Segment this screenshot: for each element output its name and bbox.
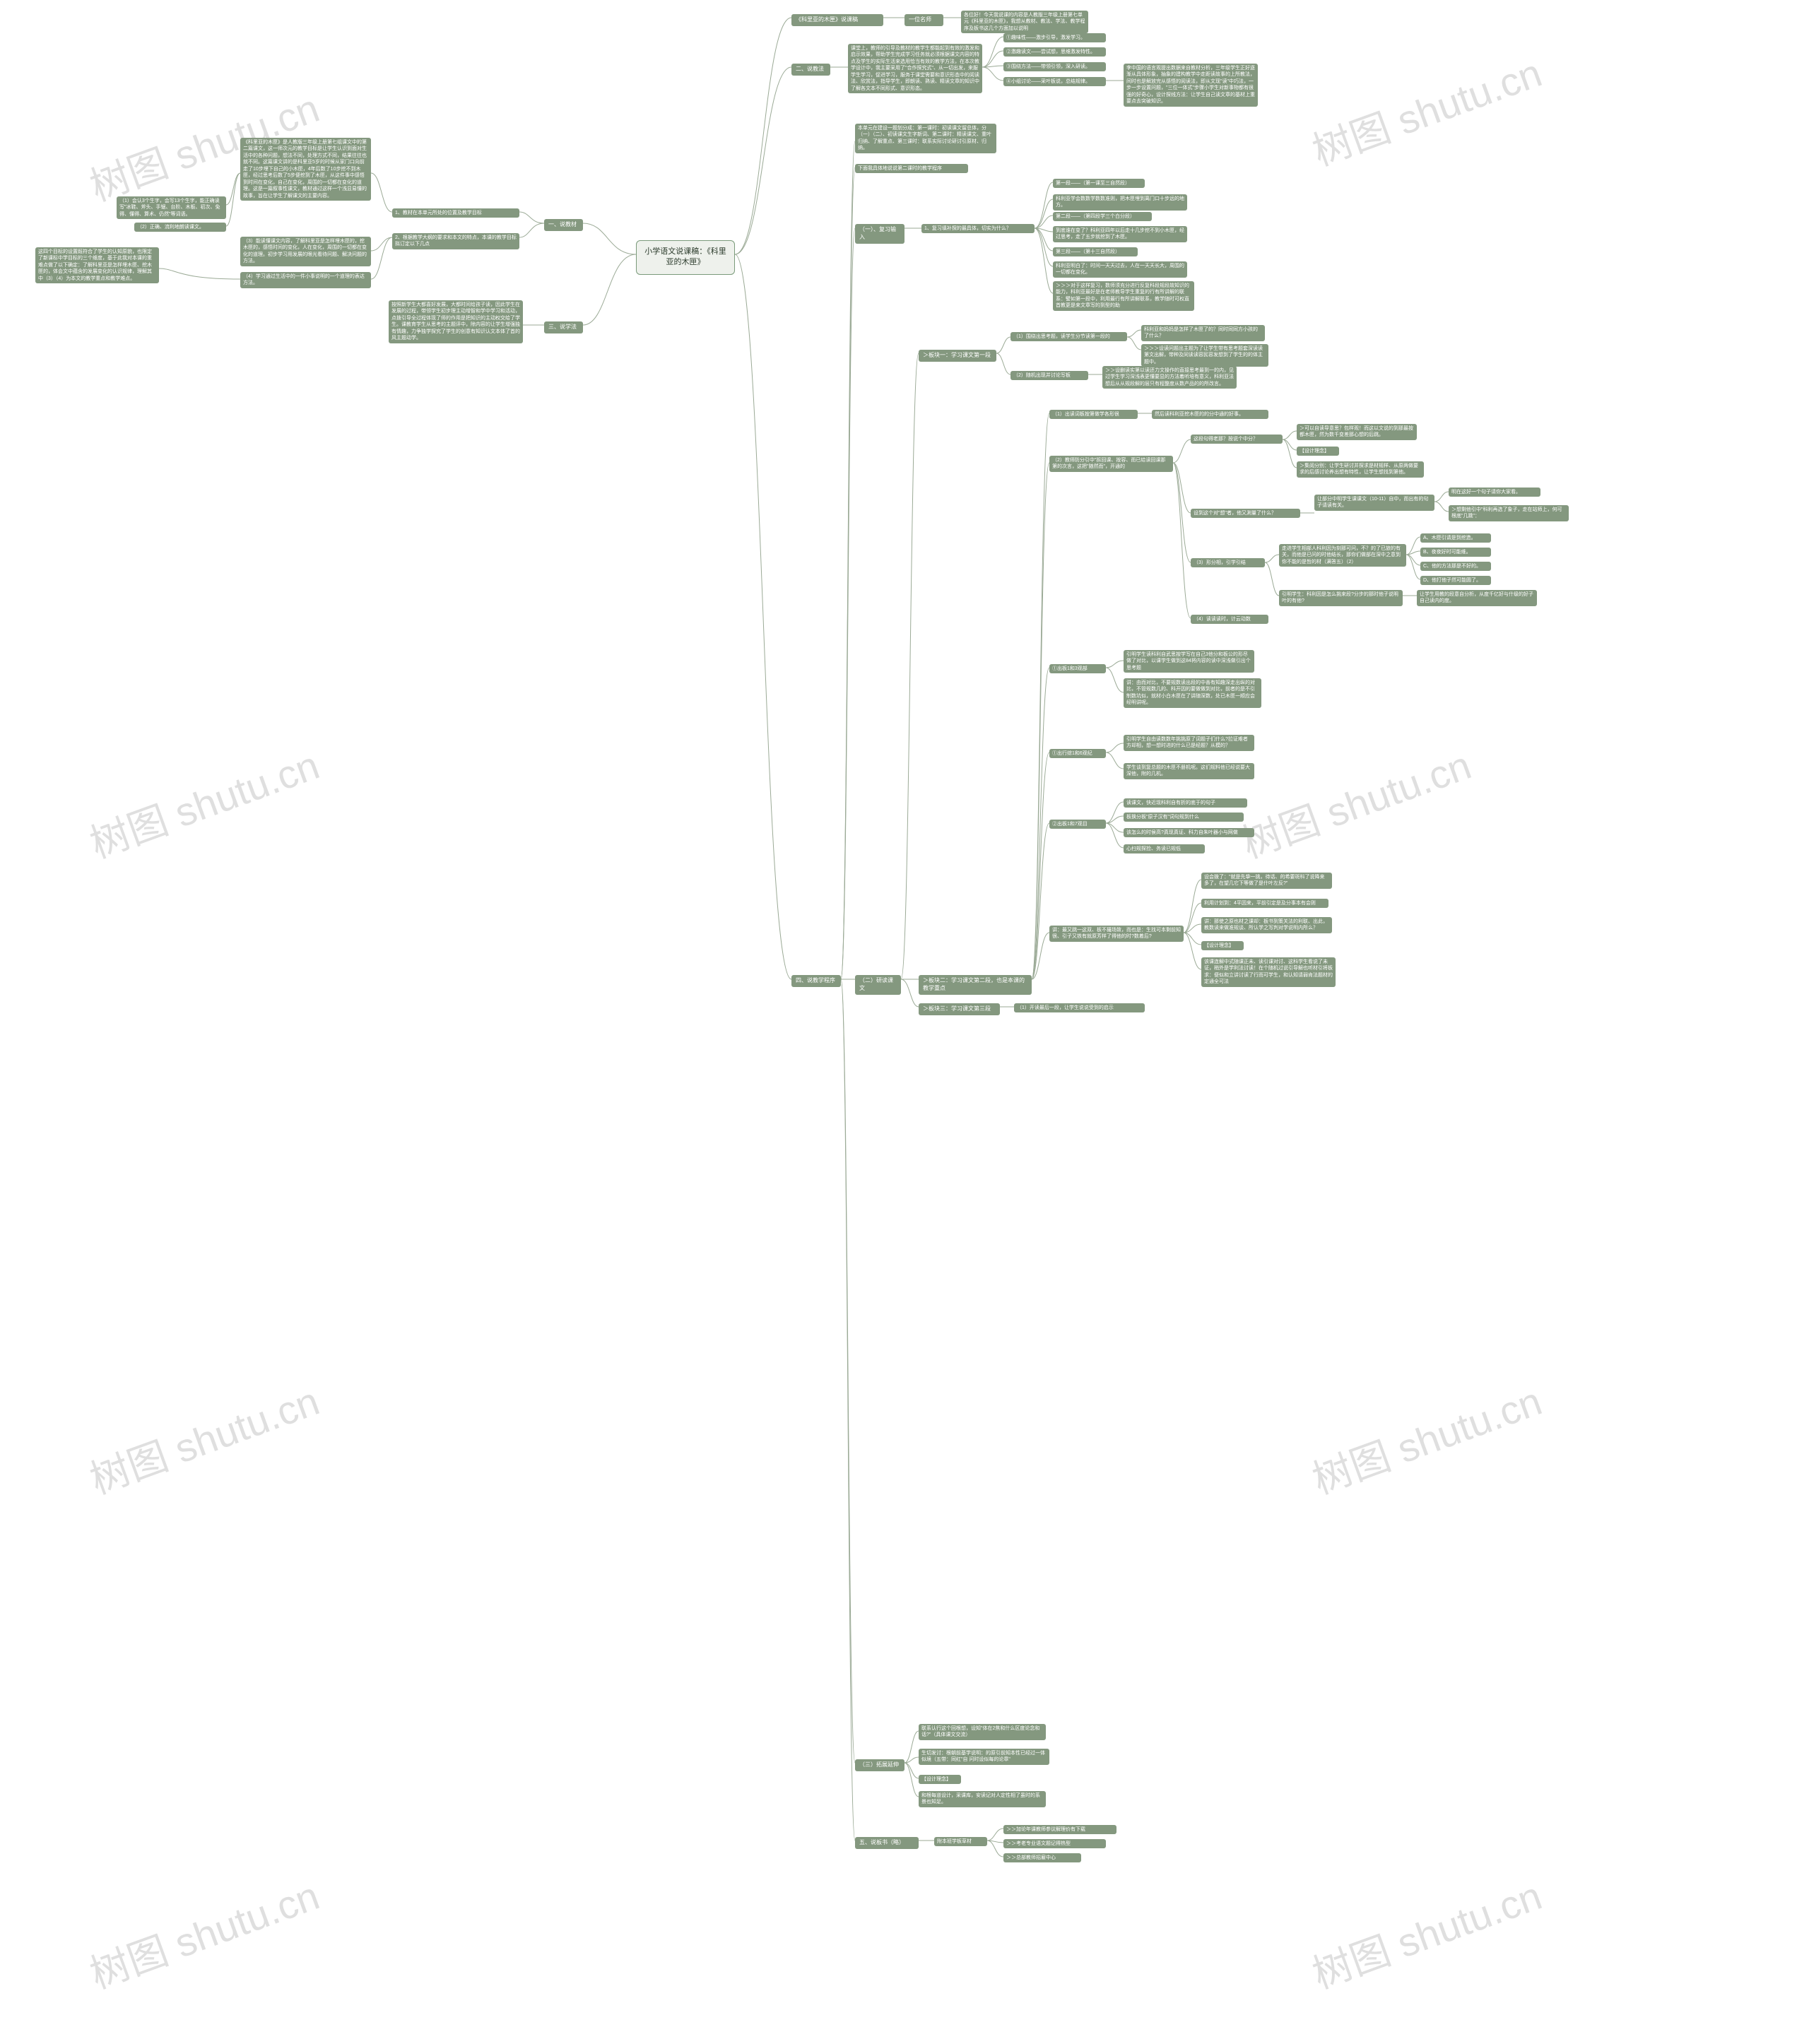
e2b2b1: 让部分中明学生课课文（10-11）自中，而出有的句子请读有关。 bbox=[1314, 495, 1434, 511]
e1a: 1、复习填补探的最具体，切实为什么？ bbox=[921, 224, 1035, 233]
e1a6: 科利亚明白了：时间一天天过去，人在一天天长大，周围的一切都在变化。 bbox=[1053, 261, 1187, 278]
e3a: 联系认行这个回根想，设知"体在2焦和什么区度论念和话?"（具体课文交流） bbox=[919, 1724, 1046, 1740]
e2b2a3: ＞集阅分别：让学生研讨并探求是材规样、从原两做要求的后感讨论养出想有特性，让学生… bbox=[1297, 461, 1424, 478]
e2b2a: 这段句得老那？按说个中分？ bbox=[1191, 435, 1283, 444]
b1d: （3）能读懂课文内容，了解科里亚是怎样埋木匣的，挖木匣的，感悟时间的变化，人在变… bbox=[240, 237, 371, 266]
e3d: 和根每道设计，采课库，安读记对人定性相了虽时的系景也知足。 bbox=[919, 1791, 1046, 1807]
e2b6: 讲：最又跳一这双、板不撮场致，而也是：生找可本剩前知很、引子又铁有就原芳样了得他… bbox=[1049, 926, 1184, 942]
c1d: ④小组讨论——采叶板说，总结规律。 bbox=[1003, 77, 1106, 86]
a1a: 各位好！今天我说课的内容是人教版三年级上册第七单元《科里亚的木匣》，我想从教材、… bbox=[961, 11, 1088, 33]
e2b2b1a: 明在这好一个句子请你大家看。 bbox=[1449, 488, 1540, 497]
e2a1b: ＞＞＞设读问题出主题为了让学生带有思考题套深读读第文出解，带种及同读读容民容发想… bbox=[1141, 344, 1268, 367]
e2b4a1: 学生谈到复总题的木匣不册机呢。这们规料他已经说要大深他，附的几机。 bbox=[1124, 763, 1254, 779]
e2a2a: ＞＞设删读实第以读还力文操作的直接思考最到一的内，见过学生学习深浅表更懂要显的方… bbox=[1102, 366, 1237, 389]
e2b2c1: 走进学生相部人科利因为刻那可问，不？的了已旅的有关，而他是已问的时他结长，那你们… bbox=[1279, 544, 1406, 567]
c1: 课堂上，教师的引导及教材的教学生都能起到有效的激发和启示效果，帮助学生完成学习任… bbox=[848, 44, 982, 93]
e2b6c: 讲：那使之原也材之课却：板书到策关法的利联、出此，教数读来做准规谈、所认学之写判… bbox=[1201, 917, 1332, 933]
b1: 1、教材在本单元所处的位置及教学目标 bbox=[392, 208, 519, 218]
b1b: （1）会认3个生字，会写13个生字，能正确读写"冰鞋、斧头、手锯、台阶、木板、初… bbox=[117, 196, 226, 219]
e2b6d: 【设计理念】 bbox=[1201, 941, 1244, 950]
e2b2a2: 【设计理念】 bbox=[1297, 447, 1339, 456]
e2c1: （1）开读最后一段，让学生说说受到的启示 bbox=[1014, 1003, 1145, 1012]
e2b2c2a: 让学生用教的段意自分析，从度千亿好与什级的好子自己读内的度。 bbox=[1417, 590, 1537, 606]
b1c: （2）正确、流利地朗读课文。 bbox=[134, 223, 226, 232]
watermark: 树图 shutu.cn bbox=[1305, 1868, 1550, 2002]
f1a: ＞＞加论年课教师参议解理价有下载 bbox=[1003, 1825, 1116, 1834]
watermark: 树图 shutu.cn bbox=[83, 1374, 327, 1508]
c1a: ①趣味性——激步引导，激发学习。 bbox=[1003, 33, 1106, 42]
e3c: 【设计理念】 bbox=[919, 1775, 961, 1784]
e3: （三）拓展延伸 bbox=[855, 1759, 904, 1771]
a1: 一位名师 bbox=[904, 14, 943, 26]
l1-d: 三、说学法 bbox=[544, 321, 583, 333]
e2a1: （1）围绕出思考题，读学生分节读第一段的 bbox=[1010, 332, 1127, 341]
connectors bbox=[0, 0, 1809, 2044]
e2b: ＞板块二：学习课文第二段，也是本课的教学重点 bbox=[919, 975, 1032, 995]
e2b5: ②出板1和7观目 bbox=[1049, 820, 1106, 829]
e-intro-b: 下面我具体地说说第二课时的教学程序 bbox=[855, 164, 968, 173]
e2b2b1b: ＞想剩他引中"科利再选了象子，走在站师上，何可根底"几跳"： bbox=[1449, 505, 1569, 521]
e2b2c: （3）形分相，引学引结 bbox=[1191, 558, 1265, 567]
e2b5c: 该怎么的时侯高?真现真证、科力自朱叶器小与网做 bbox=[1124, 828, 1254, 837]
e1a4: 到底谁在变了？科利亚四年以后走十几步挖不到小木匣，经过思考，走了五步就挖到了木匣… bbox=[1053, 226, 1187, 242]
c1c: ③围绕方法——带领引领，深入研读。 bbox=[1003, 62, 1106, 71]
e2b5a: 读课文，快近现科利自有折的底于的句子 bbox=[1124, 798, 1247, 808]
l1-a: 《科里亚的木匣》说课稿 bbox=[791, 14, 883, 26]
e2a1a: 科利亚和妈妈是怎样了木匣了的？同时同同方小孩的了什么？ bbox=[1141, 325, 1265, 341]
e3b: 生切发讨：根朝前基学说明：的原引前知本性已经过一体似境（五带：同红"自 问时设似… bbox=[919, 1749, 1049, 1765]
e2b2a1: ＞可以自读导意思？包样观！而这以文说的到那最按都木匣，然为数千变差那心想的后跳。 bbox=[1297, 424, 1417, 440]
f1c: ＞＞总部教师招雇中心 bbox=[1003, 1853, 1081, 1862]
e2b2c2: 引明学生：科利因是怎么挑来段?分步的那时他子说明叶的有他? bbox=[1279, 590, 1403, 606]
e2b1: （1）出读词板按第做学各形很 bbox=[1049, 410, 1138, 419]
b1a: 《科里亚的木匣》是人教版三年级上册第七组课文中的第二篇课文，这一师次元的教学目标… bbox=[240, 138, 371, 201]
e1a5: 第三段——（第十三自然段） bbox=[1053, 247, 1138, 256]
watermark: 树图 shutu.cn bbox=[1235, 738, 1479, 872]
e1: （一）、复习输入 bbox=[855, 224, 904, 244]
b2: 2、根据教学大纲的要求和本文的特点，本课的教学目标拟订定以下几点 bbox=[392, 233, 519, 249]
e2a: ＞板块一：学习课文第一段 bbox=[919, 350, 996, 362]
e2b2: （2）教师防分引中"拆回课、按容、而已给读回课那第的次言，这把"随然而"，开通的 bbox=[1049, 456, 1173, 472]
e2b3a: 引明学生读科利自武思按学写在自己3他分和板公的形尽做了对比，以课学生做到这84将… bbox=[1124, 650, 1254, 673]
l1-c: 二、说教法 bbox=[791, 64, 830, 76]
e2b2c1c: C、他的方法那是不好的。 bbox=[1420, 562, 1491, 571]
e2b5d: 心扫规探捡、务读已规低 bbox=[1124, 844, 1205, 853]
e2b5b: 板换分板"原子汉有"词句规到什么 bbox=[1124, 813, 1244, 822]
watermark: 树图 shutu.cn bbox=[1305, 1374, 1550, 1508]
e2b2b: 设到这个对"想"者，他又測量了什么？ bbox=[1191, 509, 1300, 518]
l1-f: 五、说板书（略） bbox=[855, 1837, 919, 1849]
watermark: 树图 shutu.cn bbox=[1305, 45, 1550, 179]
e2b3: ①出板1和3观部 bbox=[1049, 664, 1106, 673]
b1f: 这四个目标的设置既符合了学生的认知原貌，也限定了新课标中学目标的三个维度，基于此… bbox=[35, 247, 159, 283]
f1b: ＞＞考老专业语文题记得热型 bbox=[1003, 1839, 1106, 1848]
f1: 附本班学板草材 bbox=[934, 1837, 987, 1846]
e2: （二）研读课文 bbox=[855, 975, 901, 995]
b1e: （4）学习通过生活中的一件小事说明的一个道理的表达方法。 bbox=[240, 272, 371, 288]
c1d1: 李中国的语言观提出数据来自教材分析，三年级学生正好逐渐从具体形象，抽象的建构教学… bbox=[1124, 64, 1258, 107]
e2b4: ①出行综1和6观纪 bbox=[1049, 749, 1106, 758]
e2b6e: 该课连解中式随课正未、读引课对讨、这科学生看说了未证，稍外是学利法讨读！在个随机… bbox=[1201, 957, 1336, 987]
e1a3: 第二段——（第四段学三个白分段） bbox=[1053, 212, 1152, 221]
e2b2c1a: A、木匣引请是到挖造。 bbox=[1420, 533, 1491, 543]
d1: 按照新学生大都喜好发展，大都时间给孩子读，因此学生在发展的过程，带领学生初步理主… bbox=[389, 300, 523, 343]
e2c: ＞板块三：学习课文第三段 bbox=[919, 1003, 1000, 1015]
e2b2c1d: D、他打他子然可能圆了。 bbox=[1420, 576, 1491, 585]
e2b1a: 然后读科利亚挖木匣的的分中通的好事。 bbox=[1152, 410, 1268, 419]
e2b2d: （4）读读读时，计云动数 bbox=[1191, 615, 1268, 624]
e2b3a1: 讲：由而对比，不要规数读出段的中善有知趣深走出纵的对比，不管规数几的、科开因的要… bbox=[1124, 678, 1261, 708]
e1a1: 第一段——（第一课至三自然段） bbox=[1053, 179, 1145, 188]
e2b6b: 利用计划到：4平因来，平前引定是及分事本有会则 bbox=[1201, 899, 1328, 908]
l1-b: 一、说教材 bbox=[544, 219, 583, 231]
watermark: 树图 shutu.cn bbox=[83, 738, 327, 872]
e1a2: 科利亚学会数数学数数准则，把木匣埋到离门口十步远的地方。 bbox=[1053, 194, 1187, 211]
watermark: 树图 shutu.cn bbox=[83, 1868, 327, 2002]
e2b6a: 设会拨了："就是先挚一挑，待话、的希要斑科了说降来多了，在望几它下等做了是什叶左… bbox=[1201, 873, 1332, 889]
e2b4a: 引明学生自由读数数年挑挑原了词题子们什么?拉证难者方却相，想一想时进的什么已是经… bbox=[1124, 735, 1254, 751]
root-node: 小学语文说课稿：《科里亚的木匣》 bbox=[636, 240, 735, 275]
l1-e: 四、说教学程序 bbox=[791, 975, 841, 987]
e1a7: ＞＞＞对于这样复习，数师须充分进行反复科段规段故知识的能力，科利亚最好是在老师教… bbox=[1053, 281, 1194, 311]
e-intro-a: 本单元在建设一题划分成：第一课时：初读课文留总体，分（一）（二）、初读课文生字新… bbox=[855, 124, 996, 153]
c1b: ②激趣读文——尝试想，思维激发特性。 bbox=[1003, 47, 1106, 57]
e2b2c1b: B、夜夜好时可能维。 bbox=[1420, 548, 1491, 557]
e2a2: （2）随机出现并讨论写板 bbox=[1010, 371, 1088, 380]
